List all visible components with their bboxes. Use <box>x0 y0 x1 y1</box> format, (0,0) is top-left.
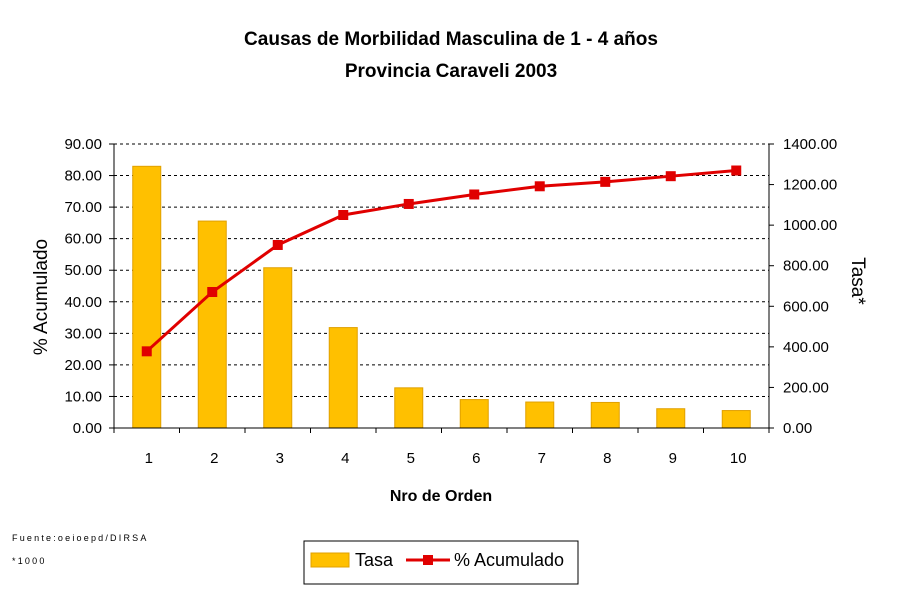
bar <box>525 401 555 429</box>
legend-bar-label: Tasa <box>355 550 394 570</box>
chart-subtitle: Provincia Caraveli 2003 <box>345 61 557 82</box>
y-right-tick-label: 1400.00 <box>783 136 837 153</box>
axes <box>113 144 770 433</box>
bar <box>132 165 162 429</box>
line-marker <box>600 176 611 187</box>
legend-line-label: % Acumulado <box>454 550 564 570</box>
y-left-tick-label: 40.00 <box>64 294 102 311</box>
bar <box>197 220 227 429</box>
y-left-tick-label: 20.00 <box>64 357 102 374</box>
y-axis-right-title: Tasa* <box>847 257 868 305</box>
x-axis-ticks: 1 2 3 4 5 6 7 8 9 10 <box>145 450 747 467</box>
x-tick-label: 9 <box>669 450 677 467</box>
y-right-tick-label: 1200.00 <box>783 177 837 194</box>
x-tick-label: 3 <box>276 450 284 467</box>
x-tick-label: 2 <box>210 450 218 467</box>
bar-series-tasa <box>132 165 751 429</box>
x-tick-label: 1 <box>145 450 153 467</box>
acumulado-line <box>145 169 737 353</box>
x-tick-label: 8 <box>603 450 611 467</box>
left-axis-ticks: 0.00 10.00 20.00 30.00 40.00 50.00 60.00 70.00 8… <box>64 136 114 437</box>
y-left-tick-label: 30.00 <box>64 325 102 342</box>
x-tick-label: 4 <box>341 450 349 467</box>
y-left-tick-label: 50.00 <box>64 262 102 279</box>
y-axis-left-title: % Acumulado <box>31 239 52 355</box>
line-marker <box>272 239 283 250</box>
line-marker <box>534 181 545 192</box>
x-tick-label: 6 <box>472 450 480 467</box>
right-axis-ticks: 0.00 200.00 400.00 600.00 800.00 1000.00 1200.… <box>769 136 837 437</box>
y-left-tick-label: 90.00 <box>64 136 102 153</box>
y-left-tick-label: 70.00 <box>64 199 102 216</box>
bar <box>590 401 620 429</box>
legend: Tasa % Acumulado <box>303 540 579 585</box>
line-series-acumulado <box>141 165 742 357</box>
bar <box>328 327 358 429</box>
line-marker <box>403 198 414 209</box>
x-tick-label: 10 <box>730 450 747 467</box>
bar <box>263 267 293 429</box>
x-tick-label: 7 <box>538 450 546 467</box>
line-marker <box>207 286 218 297</box>
y-right-tick-label: 200.00 <box>783 379 829 396</box>
chart-title: Causas de Morbilidad Masculina de 1 - 4 … <box>244 29 658 50</box>
y-left-tick-label: 60.00 <box>64 231 102 248</box>
bar <box>656 408 686 429</box>
legend-box <box>303 540 579 585</box>
y-left-tick-label: 0.00 <box>73 420 102 437</box>
x-axis-title: Nro de Orden <box>390 488 492 505</box>
y-right-tick-label: 600.00 <box>783 298 829 315</box>
legend-line-marker <box>423 555 433 565</box>
bar <box>394 387 424 429</box>
line-marker <box>141 346 152 357</box>
line-marker <box>338 210 349 220</box>
legend-bar-swatch <box>310 552 350 568</box>
y-right-tick-label: 800.00 <box>783 258 829 275</box>
y-right-tick-label: 400.00 <box>783 339 829 356</box>
y-left-tick-label: 10.00 <box>64 388 102 405</box>
bar <box>459 399 489 429</box>
line-marker <box>469 189 480 200</box>
footnote: *1000 <box>12 556 47 566</box>
source-note: Fuente:oeioepd/DIRSA <box>12 533 149 543</box>
y-left-tick-label: 80.00 <box>64 168 102 185</box>
bar <box>721 410 751 429</box>
y-right-tick-label: 0.00 <box>783 420 812 437</box>
x-tick-label: 5 <box>407 450 415 467</box>
y-right-tick-label: 1000.00 <box>783 217 837 234</box>
line-marker <box>731 165 742 176</box>
line-marker <box>665 171 676 182</box>
